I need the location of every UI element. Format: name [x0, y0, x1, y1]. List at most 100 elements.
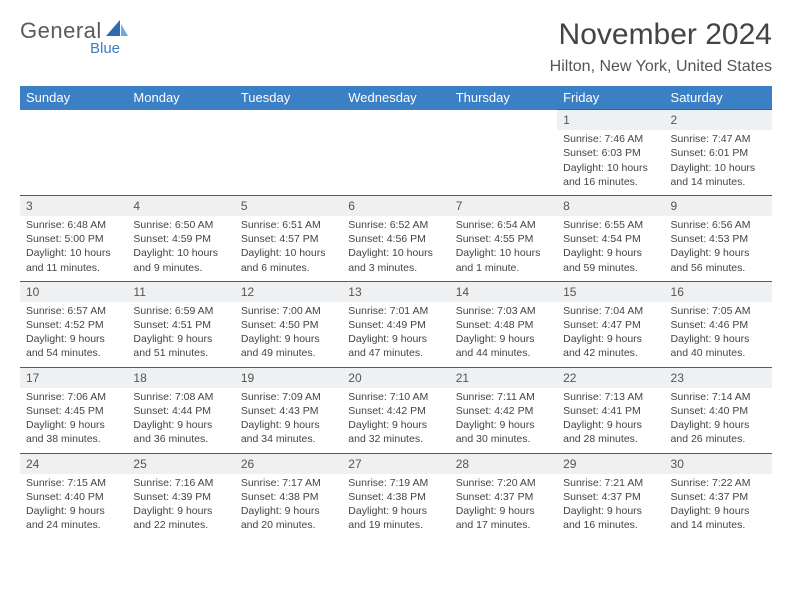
day-daylight: Daylight: 9 hours and 54 minutes. [26, 332, 121, 360]
day-detail-cell: Sunrise: 7:20 AMSunset: 4:37 PMDaylight:… [450, 474, 557, 539]
day-daylight: Daylight: 9 hours and 14 minutes. [671, 504, 766, 532]
header: General Blue November 2024 Hilton, New Y… [20, 18, 772, 76]
day-sunrise: Sunrise: 6:52 AM [348, 218, 443, 232]
day-sunrise: Sunrise: 7:14 AM [671, 390, 766, 404]
day-sunrise: Sunrise: 7:01 AM [348, 304, 443, 318]
day-number-row: 17181920212223 [20, 367, 772, 388]
day-number-cell: 24 [20, 453, 127, 474]
day-detail-cell: Sunrise: 6:59 AMSunset: 4:51 PMDaylight:… [127, 302, 234, 367]
day-sunrise: Sunrise: 7:22 AM [671, 476, 766, 490]
day-number-cell: 5 [235, 195, 342, 216]
day-sunset: Sunset: 4:57 PM [241, 232, 336, 246]
day-sunset: Sunset: 4:44 PM [133, 404, 228, 418]
day-detail-cell: Sunrise: 7:17 AMSunset: 4:38 PMDaylight:… [235, 474, 342, 539]
day-daylight: Daylight: 9 hours and 42 minutes. [563, 332, 658, 360]
day-number-row: 3456789 [20, 195, 772, 216]
day-detail-cell: Sunrise: 7:14 AMSunset: 4:40 PMDaylight:… [665, 388, 772, 453]
day-sunrise: Sunrise: 7:05 AM [671, 304, 766, 318]
day-daylight: Daylight: 9 hours and 59 minutes. [563, 246, 658, 274]
day-number-cell: 28 [450, 453, 557, 474]
day-detail-cell: Sunrise: 6:50 AMSunset: 4:59 PMDaylight:… [127, 216, 234, 281]
day-sunset: Sunset: 4:40 PM [671, 404, 766, 418]
day-sunset: Sunset: 4:47 PM [563, 318, 658, 332]
day-sunset: Sunset: 4:49 PM [348, 318, 443, 332]
day-number-cell: 23 [665, 367, 772, 388]
day-detail-cell: Sunrise: 7:22 AMSunset: 4:37 PMDaylight:… [665, 474, 772, 539]
day-detail-row: Sunrise: 7:15 AMSunset: 4:40 PMDaylight:… [20, 474, 772, 539]
location: Hilton, New York, United States [550, 58, 772, 76]
day-sunrise: Sunrise: 7:03 AM [456, 304, 551, 318]
weekday-header-row: SundayMondayTuesdayWednesdayThursdayFrid… [20, 86, 772, 110]
day-daylight: Daylight: 9 hours and 22 minutes. [133, 504, 228, 532]
day-sunrise: Sunrise: 6:59 AM [133, 304, 228, 318]
weekday-header: Sunday [20, 86, 127, 110]
day-number-cell: 12 [235, 281, 342, 302]
day-number-cell: 15 [557, 281, 664, 302]
day-number-cell: 6 [342, 195, 449, 216]
day-daylight: Daylight: 10 hours and 16 minutes. [563, 161, 658, 189]
day-detail-cell: Sunrise: 6:57 AMSunset: 4:52 PMDaylight:… [20, 302, 127, 367]
day-number-cell: 21 [450, 367, 557, 388]
day-sunset: Sunset: 4:41 PM [563, 404, 658, 418]
day-detail-cell: Sunrise: 7:01 AMSunset: 4:49 PMDaylight:… [342, 302, 449, 367]
day-daylight: Daylight: 9 hours and 34 minutes. [241, 418, 336, 446]
day-sunrise: Sunrise: 7:00 AM [241, 304, 336, 318]
day-sunset: Sunset: 4:42 PM [456, 404, 551, 418]
day-number-row: 24252627282930 [20, 453, 772, 474]
logo: General Blue [20, 18, 128, 57]
day-number-cell: 1 [557, 110, 664, 131]
day-detail-cell: Sunrise: 7:06 AMSunset: 4:45 PMDaylight:… [20, 388, 127, 453]
day-detail-row: Sunrise: 7:06 AMSunset: 4:45 PMDaylight:… [20, 388, 772, 453]
day-daylight: Daylight: 10 hours and 6 minutes. [241, 246, 336, 274]
day-sunset: Sunset: 6:03 PM [563, 146, 658, 160]
day-detail-row: Sunrise: 7:46 AMSunset: 6:03 PMDaylight:… [20, 130, 772, 195]
calendar-table: SundayMondayTuesdayWednesdayThursdayFrid… [20, 86, 772, 538]
day-daylight: Daylight: 10 hours and 1 minute. [456, 246, 551, 274]
day-daylight: Daylight: 9 hours and 40 minutes. [671, 332, 766, 360]
day-sunset: Sunset: 4:42 PM [348, 404, 443, 418]
day-sunrise: Sunrise: 7:09 AM [241, 390, 336, 404]
day-sunrise: Sunrise: 7:10 AM [348, 390, 443, 404]
day-sunset: Sunset: 4:46 PM [671, 318, 766, 332]
day-sunrise: Sunrise: 7:19 AM [348, 476, 443, 490]
day-detail-cell [127, 130, 234, 195]
weekday-header: Wednesday [342, 86, 449, 110]
day-detail-cell: Sunrise: 7:19 AMSunset: 4:38 PMDaylight:… [342, 474, 449, 539]
day-detail-cell: Sunrise: 7:15 AMSunset: 4:40 PMDaylight:… [20, 474, 127, 539]
day-daylight: Daylight: 9 hours and 28 minutes. [563, 418, 658, 446]
day-detail-cell: Sunrise: 7:47 AMSunset: 6:01 PMDaylight:… [665, 130, 772, 195]
day-sunrise: Sunrise: 6:51 AM [241, 218, 336, 232]
day-sunset: Sunset: 4:38 PM [241, 490, 336, 504]
day-detail-cell: Sunrise: 7:46 AMSunset: 6:03 PMDaylight:… [557, 130, 664, 195]
day-number-row: 12 [20, 110, 772, 131]
day-sunrise: Sunrise: 7:11 AM [456, 390, 551, 404]
day-number-cell: 11 [127, 281, 234, 302]
day-number-cell: 7 [450, 195, 557, 216]
day-detail-cell: Sunrise: 6:56 AMSunset: 4:53 PMDaylight:… [665, 216, 772, 281]
day-daylight: Daylight: 9 hours and 19 minutes. [348, 504, 443, 532]
day-number-cell: 18 [127, 367, 234, 388]
day-sunset: Sunset: 4:37 PM [671, 490, 766, 504]
day-number-cell: 25 [127, 453, 234, 474]
day-sunrise: Sunrise: 7:46 AM [563, 132, 658, 146]
day-number-cell [20, 110, 127, 131]
day-detail-cell [342, 130, 449, 195]
day-number-cell [127, 110, 234, 131]
day-sunrise: Sunrise: 6:55 AM [563, 218, 658, 232]
day-daylight: Daylight: 9 hours and 16 minutes. [563, 504, 658, 532]
day-sunrise: Sunrise: 7:17 AM [241, 476, 336, 490]
day-number-cell: 4 [127, 195, 234, 216]
month-title: November 2024 [550, 18, 772, 52]
day-sunset: Sunset: 4:59 PM [133, 232, 228, 246]
day-sunrise: Sunrise: 7:47 AM [671, 132, 766, 146]
day-sunset: Sunset: 4:37 PM [456, 490, 551, 504]
day-sunrise: Sunrise: 6:50 AM [133, 218, 228, 232]
title-block: November 2024 Hilton, New York, United S… [550, 18, 772, 76]
day-daylight: Daylight: 9 hours and 56 minutes. [671, 246, 766, 274]
day-detail-cell: Sunrise: 6:51 AMSunset: 4:57 PMDaylight:… [235, 216, 342, 281]
day-detail-cell: Sunrise: 7:04 AMSunset: 4:47 PMDaylight:… [557, 302, 664, 367]
day-daylight: Daylight: 9 hours and 38 minutes. [26, 418, 121, 446]
weekday-header: Saturday [665, 86, 772, 110]
day-detail-cell [235, 130, 342, 195]
day-number-cell: 22 [557, 367, 664, 388]
